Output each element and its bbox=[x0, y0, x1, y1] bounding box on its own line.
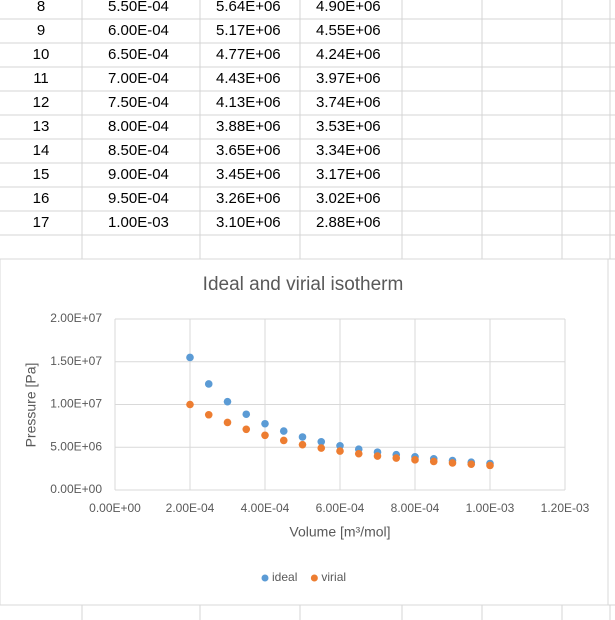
row-number: 11 bbox=[33, 70, 49, 87]
data-point bbox=[242, 410, 251, 419]
x-tick-label: 0.00E+00 bbox=[89, 501, 141, 515]
cell: 4.43E+06 bbox=[216, 70, 281, 87]
data-point bbox=[317, 437, 326, 446]
y-tick-label: 1.50E+07 bbox=[50, 354, 102, 368]
cell: 7.00E-04 bbox=[108, 70, 169, 87]
cell: 5.50E-04 bbox=[108, 0, 169, 15]
y-tick-label: 2.00E+07 bbox=[50, 311, 102, 325]
data-point bbox=[317, 444, 326, 452]
cell: 3.34E+06 bbox=[316, 142, 381, 159]
x-tick-label: 4.00E-04 bbox=[241, 501, 290, 515]
data-point bbox=[392, 454, 401, 462]
cell: 8.00E-04 bbox=[108, 118, 169, 135]
cell: 9.00E-04 bbox=[108, 166, 169, 183]
data-point bbox=[429, 457, 438, 466]
row-number: 17 bbox=[33, 214, 50, 231]
cell: 8.50E-04 bbox=[108, 142, 169, 159]
cell: 4.55E+06 bbox=[316, 22, 381, 39]
cell: 7.50E-04 bbox=[108, 94, 169, 111]
data-point bbox=[373, 452, 382, 460]
data-point bbox=[186, 400, 194, 409]
x-tick-label: 2.00E-04 bbox=[166, 501, 215, 515]
data-point bbox=[279, 436, 288, 445]
cell: 3.53E+06 bbox=[316, 118, 381, 135]
cell: 6.50E-04 bbox=[108, 46, 169, 63]
data-point bbox=[336, 447, 344, 455]
cell: 3.26E+06 bbox=[216, 190, 281, 207]
data-point bbox=[298, 440, 307, 449]
row-number: 15 bbox=[33, 166, 50, 183]
chart-area[interactable] bbox=[0, 258, 609, 606]
row-number: 13 bbox=[33, 118, 50, 135]
data-point bbox=[204, 410, 213, 419]
data-point bbox=[336, 441, 344, 450]
cell: 3.88E+06 bbox=[216, 118, 281, 135]
legend-marker bbox=[310, 574, 318, 582]
cell: 3.17E+06 bbox=[316, 166, 381, 183]
x-tick-label: 8.00E-04 bbox=[391, 501, 440, 515]
data-point bbox=[279, 427, 288, 435]
data-point bbox=[223, 397, 232, 406]
row-number: 10 bbox=[33, 46, 50, 63]
cell: 4.24E+06 bbox=[316, 46, 381, 63]
data-point bbox=[467, 460, 476, 468]
legend-label: virial bbox=[321, 570, 346, 584]
legend-label: ideal bbox=[272, 570, 297, 584]
cell: 3.74E+06 bbox=[316, 94, 381, 111]
data-point bbox=[261, 431, 269, 440]
data-point bbox=[411, 456, 419, 464]
data-point bbox=[242, 425, 251, 434]
data-point bbox=[448, 459, 457, 467]
row-number: 9 bbox=[37, 22, 45, 39]
cell: 6.00E-04 bbox=[108, 22, 169, 39]
chart-title: Ideal and virial isotherm bbox=[203, 274, 404, 295]
cell: 9.50E-04 bbox=[108, 190, 169, 207]
data-point bbox=[298, 433, 307, 441]
x-tick-label: 1.20E-03 bbox=[541, 501, 590, 515]
cell: 4.13E+06 bbox=[216, 94, 281, 111]
cell: 4.90E+06 bbox=[316, 0, 381, 15]
cell: 5.64E+06 bbox=[216, 0, 281, 15]
x-tick-label: 6.00E-04 bbox=[316, 501, 365, 515]
y-tick-label: 1.00E+07 bbox=[50, 397, 102, 411]
cell: 3.65E+06 bbox=[216, 142, 281, 159]
x-axis-label: Volume [m³/mol] bbox=[289, 524, 390, 540]
data-point bbox=[204, 380, 213, 388]
y-tick-label: 0.00E+00 bbox=[50, 482, 102, 496]
data-point bbox=[223, 418, 232, 427]
cell: 1.00E-03 bbox=[108, 214, 169, 231]
cell: 3.10E+06 bbox=[216, 214, 281, 231]
data-point bbox=[261, 419, 269, 428]
cell: 3.97E+06 bbox=[316, 70, 381, 87]
row-number: 8 bbox=[37, 0, 45, 15]
legend-marker bbox=[261, 574, 269, 582]
data-point bbox=[354, 449, 363, 458]
row-number: 12 bbox=[33, 94, 50, 111]
data-point bbox=[486, 461, 494, 470]
x-tick-label: 1.00E-03 bbox=[466, 501, 515, 515]
row-number: 14 bbox=[33, 142, 50, 159]
cell: 3.02E+06 bbox=[316, 190, 381, 207]
row-number: 16 bbox=[33, 190, 50, 207]
cell: 2.88E+06 bbox=[316, 214, 381, 231]
y-tick-label: 5.00E+06 bbox=[50, 439, 102, 453]
cell: 5.17E+06 bbox=[216, 22, 281, 39]
cell: 3.45E+06 bbox=[216, 166, 281, 183]
data-point bbox=[186, 353, 194, 362]
y-axis-label: Pressure [Pa] bbox=[23, 363, 39, 448]
cell: 4.77E+06 bbox=[216, 46, 281, 63]
